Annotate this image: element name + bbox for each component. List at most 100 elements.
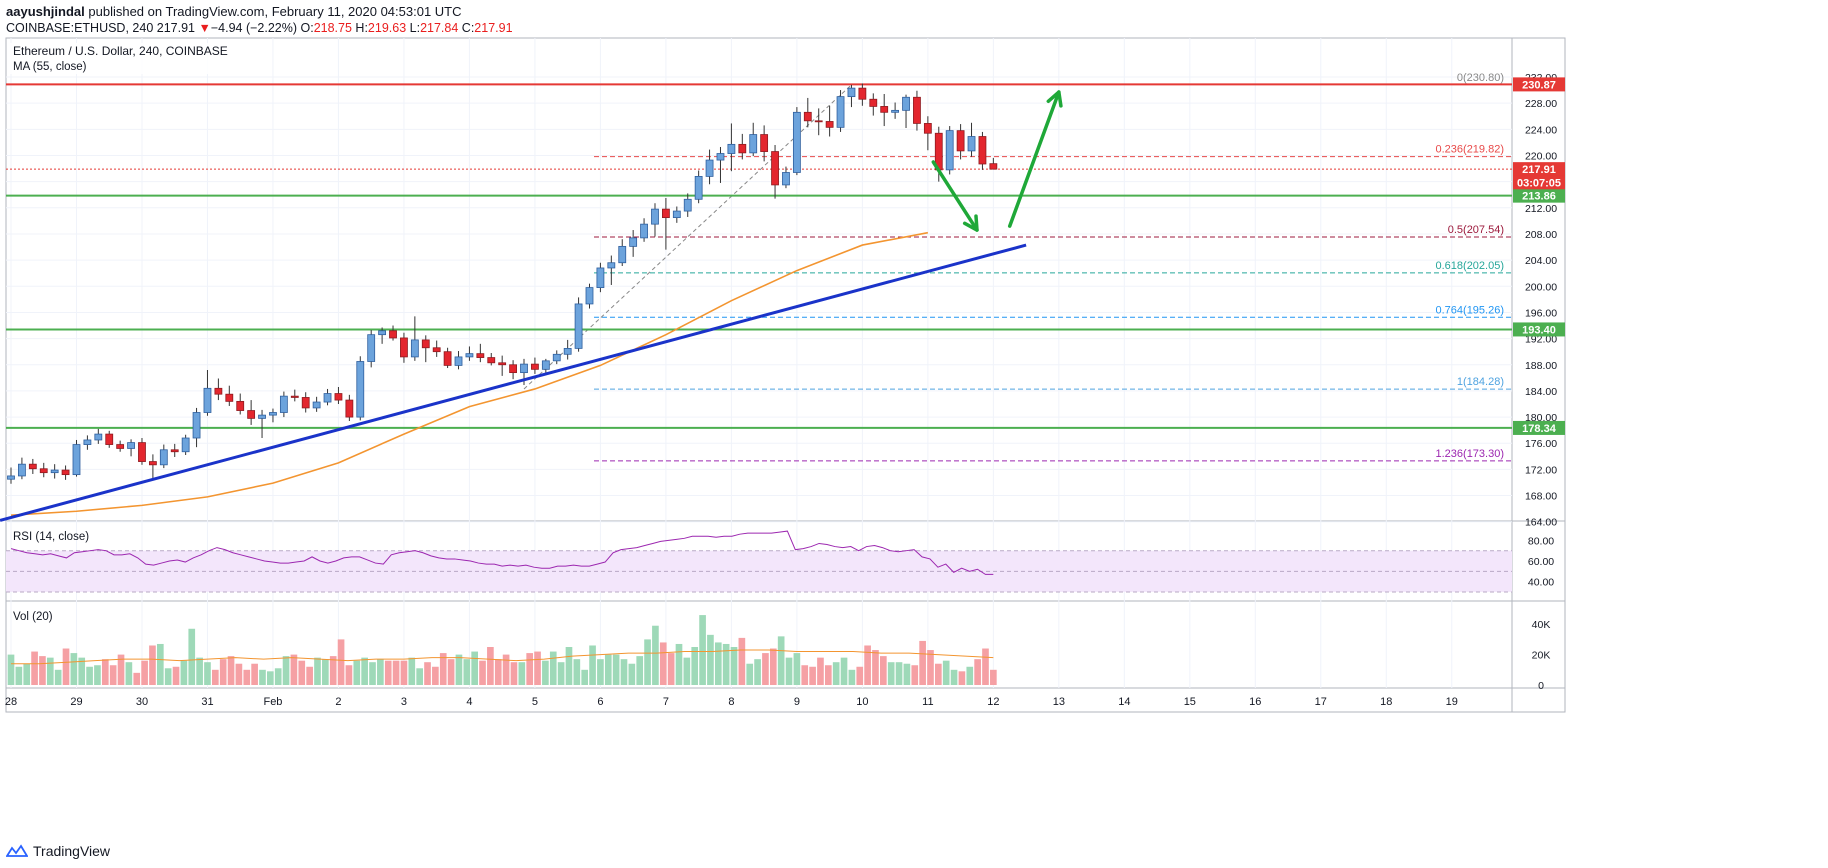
low-value: 217.84 — [420, 21, 459, 35]
candle-body — [662, 208, 670, 219]
volume-bar — [384, 660, 392, 685]
x-tick-label: 15 — [1184, 696, 1196, 708]
candle-body — [585, 287, 594, 305]
volume-bar — [762, 653, 769, 685]
x-tick-label: 6 — [597, 696, 603, 708]
header: aayushjindal published on TradingView.co… — [0, 0, 1828, 42]
rsi-tick-label: 40.00 — [1528, 577, 1554, 589]
volume-bar — [746, 663, 754, 685]
candle-body — [760, 134, 769, 152]
arrow-down-icon — [931, 160, 979, 232]
volume-bar — [573, 659, 581, 685]
y-tick-label: 220.00 — [1525, 150, 1557, 162]
ascending-trendline — [0, 243, 1027, 522]
candle-body — [443, 351, 452, 366]
candle-body — [683, 198, 692, 212]
x-tick-label: 14 — [1118, 696, 1130, 708]
volume-bar — [675, 643, 683, 685]
volume-bar — [156, 643, 164, 685]
volume-bar — [7, 654, 15, 685]
rsi-label: RSI (14, close) — [13, 531, 89, 543]
candle-body — [738, 143, 747, 154]
candle-body — [858, 87, 867, 100]
candle-body — [716, 153, 725, 161]
candle-body — [869, 98, 878, 107]
volume-bar — [164, 668, 172, 685]
footer-brand[interactable]: TradingView — [33, 843, 111, 859]
volume-bar — [801, 665, 809, 685]
y-tick-label: 228.00 — [1525, 98, 1557, 110]
volume-bar — [70, 653, 78, 685]
x-tick-label: 29 — [70, 696, 82, 708]
candle-body — [891, 109, 900, 113]
volume-bar — [950, 669, 958, 685]
candle-body — [640, 223, 648, 239]
x-tick-label: 9 — [794, 696, 800, 708]
candle-body — [148, 461, 157, 466]
candle-body — [356, 361, 365, 418]
volume-bar — [180, 660, 188, 685]
volume-bar — [455, 654, 463, 685]
candle-body — [509, 364, 517, 374]
volume-bar — [479, 660, 486, 685]
candle-body — [541, 360, 550, 370]
candle-body — [694, 176, 703, 200]
candle-body — [269, 412, 277, 416]
volume-bar — [219, 659, 227, 685]
candle-body — [563, 348, 572, 355]
volume-bar — [172, 666, 180, 685]
y-tick-label: 196.00 — [1525, 307, 1557, 319]
volume-bar — [919, 640, 926, 685]
arrowhead-down-icon — [962, 214, 979, 232]
volume-label: Vol (20) — [13, 611, 53, 623]
candle-body — [945, 130, 954, 171]
volume-bar — [644, 639, 651, 685]
rsi-tick-label: 60.00 — [1528, 556, 1554, 568]
author-name[interactable]: aayushjindal — [6, 4, 85, 19]
candle-body — [574, 303, 583, 349]
volume-bar — [895, 662, 903, 685]
close-value: 217.91 — [474, 21, 513, 35]
candle-body — [421, 339, 430, 349]
volume-bar — [793, 653, 801, 685]
volume-bar — [942, 660, 950, 685]
candle-body — [498, 362, 507, 366]
volume-bar — [392, 660, 400, 685]
candle-body — [170, 449, 179, 453]
fib-level-label: 0(230.80) — [1457, 72, 1504, 84]
candle-body — [301, 397, 310, 409]
candle-body — [7, 475, 15, 480]
volume-bar — [211, 669, 219, 685]
x-tick-label: 31 — [201, 696, 213, 708]
volume-bar — [982, 648, 989, 685]
fib-level-label: 1.236(173.30) — [1436, 448, 1505, 460]
volume-bar — [683, 657, 691, 685]
volume-bar — [518, 662, 526, 685]
volume-bar — [856, 666, 864, 685]
x-tick-label: 4 — [466, 696, 472, 708]
change-down-icon: ▼ — [198, 21, 211, 35]
y-tick-label: 164.00 — [1525, 517, 1557, 529]
candle-body — [672, 210, 681, 219]
volume-bar — [966, 666, 974, 685]
volume-bar — [990, 669, 997, 685]
volume-tick-label: 40K — [1532, 619, 1551, 631]
candle-body — [552, 353, 561, 362]
candle-body — [531, 363, 539, 370]
volume-bar — [935, 663, 942, 685]
level-price-tag — [1513, 322, 1565, 337]
volume-bar — [581, 669, 589, 685]
candle-body — [629, 237, 638, 247]
volume-bar — [620, 659, 628, 685]
volume-bar — [149, 645, 156, 685]
volume-bar — [62, 648, 70, 685]
y-tick-label: 176.00 — [1525, 438, 1557, 450]
candle-body — [956, 130, 965, 152]
high-label: H: — [355, 21, 368, 35]
candle-body — [247, 410, 256, 419]
volume-bar — [487, 647, 494, 685]
y-tick-label: 208.00 — [1525, 229, 1557, 241]
x-tick-label: Feb — [263, 696, 282, 708]
candle-body — [410, 339, 419, 358]
